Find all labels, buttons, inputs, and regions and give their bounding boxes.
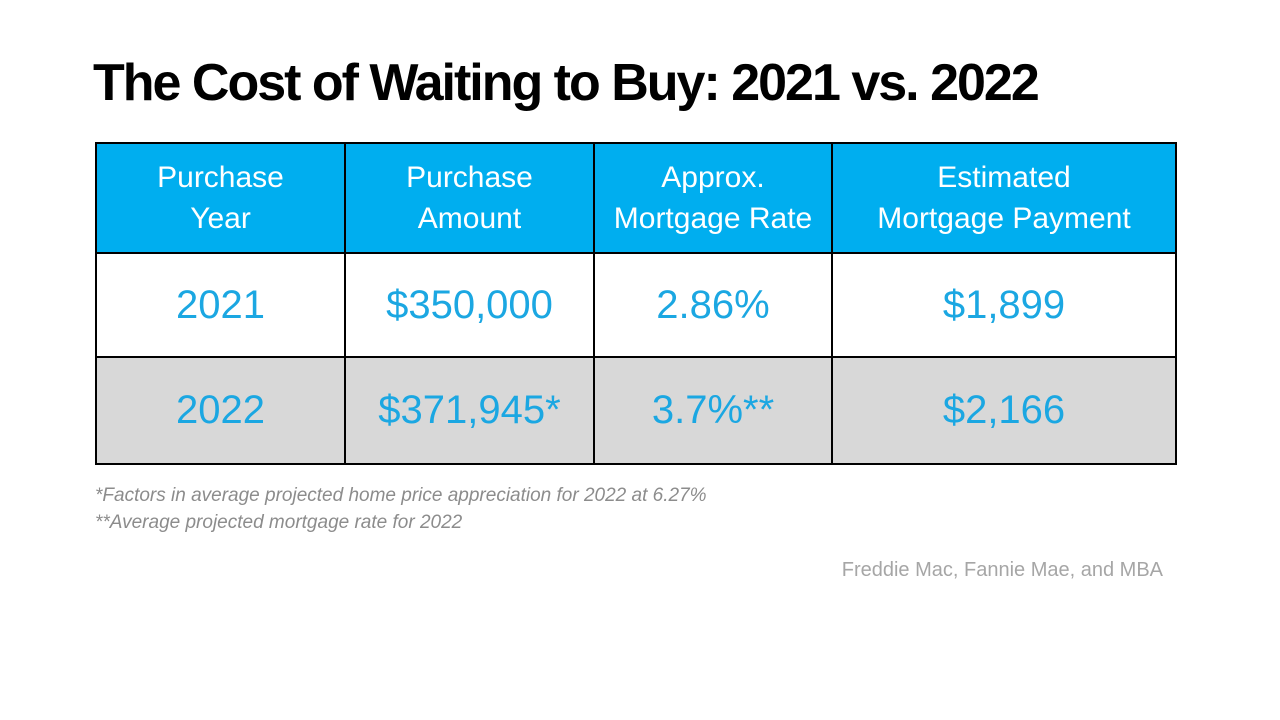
column-header-label: Year: [190, 202, 251, 235]
column-header-label: Purchase: [157, 161, 284, 194]
column-header-label: Mortgage Payment: [877, 202, 1131, 235]
cell-payment-2022: $2,166: [831, 356, 1177, 465]
column-header-label: Approx.: [661, 161, 765, 194]
table-header-row: Purchase Year Purchase Amount Approx. Mo…: [95, 142, 1177, 254]
table-row-2021: 2021 $350,000 2.86% $1,899: [95, 252, 1177, 358]
column-header-purchase-amount: Purchase Amount: [344, 142, 595, 254]
cell-amount-2021: $350,000: [344, 252, 595, 358]
column-header-purchase-year: Purchase Year: [95, 142, 346, 254]
cost-comparison-table: Purchase Year Purchase Amount Approx. Mo…: [95, 142, 1177, 465]
footnote-appreciation: *Factors in average projected home price…: [95, 485, 707, 506]
footnotes: *Factors in average projected home price…: [95, 482, 707, 536]
column-header-label: Purchase: [406, 161, 533, 194]
cell-amount-2022: $371,945*: [344, 356, 595, 465]
page-title: The Cost of Waiting to Buy: 2021 vs. 202…: [93, 54, 1040, 112]
source-attribution: Freddie Mac, Fannie Mae, and MBA: [841, 559, 1163, 581]
column-header-label: Estimated: [937, 161, 1071, 194]
cell-rate-2022: 3.7%**: [593, 356, 833, 465]
column-header-mortgage-payment: Estimated Mortgage Payment: [831, 142, 1177, 254]
cell-year-2021: 2021: [95, 252, 346, 358]
footnote-rate: **Average projected mortgage rate for 20…: [95, 512, 463, 533]
table-row-2022: 2022 $371,945* 3.7%** $2,166: [95, 356, 1177, 465]
cell-payment-2021: $1,899: [831, 252, 1177, 358]
cell-rate-2021: 2.86%: [593, 252, 833, 358]
column-header-label: Amount: [417, 202, 522, 235]
cell-year-2022: 2022: [95, 356, 346, 465]
column-header-mortgage-rate: Approx. Mortgage Rate: [593, 142, 833, 254]
column-header-label: Mortgage Rate: [613, 202, 813, 235]
